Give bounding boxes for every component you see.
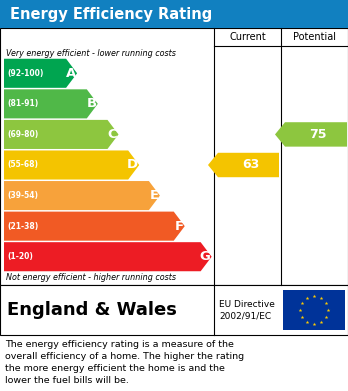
- Text: Energy Efficiency Rating: Energy Efficiency Rating: [10, 7, 212, 22]
- Text: 63: 63: [242, 158, 259, 172]
- Text: Very energy efficient - lower running costs: Very energy efficient - lower running co…: [6, 48, 176, 57]
- Polygon shape: [4, 151, 139, 179]
- Text: 75: 75: [309, 128, 327, 141]
- Text: E: E: [150, 189, 159, 202]
- Text: Not energy efficient - higher running costs: Not energy efficient - higher running co…: [6, 273, 176, 283]
- Bar: [283, 290, 345, 330]
- Polygon shape: [4, 89, 98, 118]
- Polygon shape: [275, 122, 347, 147]
- Polygon shape: [4, 181, 160, 210]
- Text: B: B: [87, 97, 97, 110]
- Text: (21-38): (21-38): [7, 222, 38, 231]
- Text: (92-100): (92-100): [7, 69, 44, 78]
- Text: EU Directive
2002/91/EC: EU Directive 2002/91/EC: [219, 300, 275, 320]
- Polygon shape: [4, 59, 77, 88]
- Text: Potential: Potential: [293, 32, 336, 42]
- Text: (81-91): (81-91): [7, 99, 38, 108]
- Text: F: F: [175, 220, 184, 233]
- Bar: [0, 0, 348, 28]
- Text: G: G: [200, 250, 211, 263]
- Polygon shape: [4, 120, 119, 149]
- Bar: [0, 285, 348, 335]
- Polygon shape: [4, 212, 185, 241]
- Text: (69-80): (69-80): [7, 130, 38, 139]
- Polygon shape: [208, 153, 279, 177]
- Text: (55-68): (55-68): [7, 160, 38, 170]
- Text: (1-20): (1-20): [7, 252, 33, 261]
- Text: The energy efficiency rating is a measure of the
overall efficiency of a home. T: The energy efficiency rating is a measur…: [5, 340, 244, 386]
- Polygon shape: [4, 242, 212, 271]
- Text: A: A: [66, 67, 76, 80]
- Text: (39-54): (39-54): [7, 191, 38, 200]
- Text: England & Wales: England & Wales: [7, 301, 177, 319]
- Bar: [0, 28, 348, 285]
- Text: Current: Current: [229, 32, 266, 42]
- Text: C: C: [108, 128, 118, 141]
- Text: D: D: [127, 158, 138, 172]
